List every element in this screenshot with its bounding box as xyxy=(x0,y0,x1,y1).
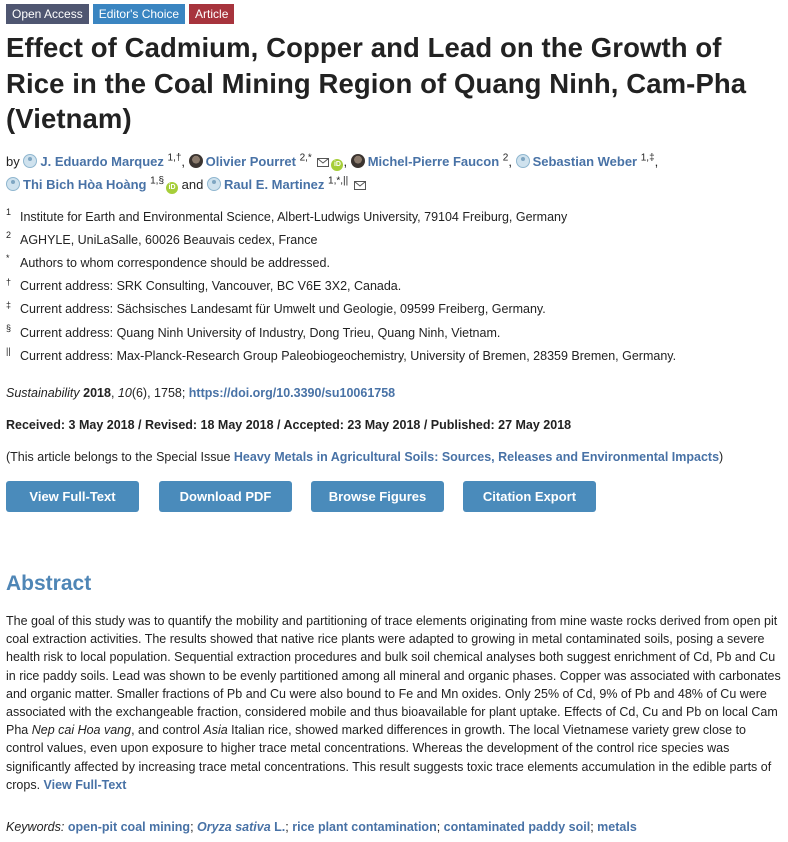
keywords: Keywords: open-pit coal mining; Oryza sa… xyxy=(6,820,637,834)
affiliation-mark: * xyxy=(6,253,10,264)
affiliation-mark: 2 xyxy=(6,230,12,241)
citation-year: 2018 xyxy=(83,386,111,400)
author-sup: 1,§ xyxy=(150,175,165,187)
keyword-link[interactable]: metals xyxy=(597,820,637,834)
author-avatar-icon xyxy=(515,154,530,168)
author-hoang[interactable]: Thi Bich Hòa Hoàng xyxy=(23,177,147,192)
browse-figures-button[interactable]: Browse Figures xyxy=(311,481,444,512)
abstract-heading: Abstract xyxy=(6,572,92,595)
affiliation-mark: † xyxy=(6,276,12,287)
keyword-link[interactable]: contaminated paddy soil xyxy=(443,820,591,834)
abstract-italic: Asia xyxy=(203,723,228,738)
keyword-link[interactable]: Oryza sativa L. xyxy=(197,820,285,834)
special-issue-suffix: ) xyxy=(719,450,724,464)
email-icon[interactable] xyxy=(317,158,330,167)
affiliation-item: || Current address: Max-Planck-Research G… xyxy=(6,344,782,367)
author-weber[interactable]: Sebastian Weber xyxy=(532,154,638,169)
keywords-label: Keywords: xyxy=(6,820,65,834)
journal-name: Sustainability xyxy=(6,386,80,400)
open-access-badge[interactable]: Open Access xyxy=(6,4,89,24)
author-list: by J. Eduardo Marquez 1,†, Olivier Pourr… xyxy=(6,152,659,194)
affiliation-text: Current address: SRK Consulting, Vancouv… xyxy=(20,279,402,294)
abstract-italic: Nep cai Hoa vang xyxy=(31,723,132,738)
doi-link[interactable]: https://doi.org/10.3390/su10061758 xyxy=(188,386,396,400)
email-icon[interactable] xyxy=(353,181,366,190)
affiliation-text: Current address: Max-Planck-Research Gro… xyxy=(20,348,677,363)
author-pourret[interactable]: Olivier Pourret xyxy=(205,154,296,169)
author-sup: 2 xyxy=(502,152,509,164)
affiliation-mark: § xyxy=(6,322,12,333)
abstract-part: Italian rice, showed marked differences … xyxy=(6,723,772,792)
affiliation-text: Authors to whom correspondence should be… xyxy=(20,255,330,270)
keyword-link[interactable]: rice plant contamination xyxy=(292,820,437,834)
affiliation-mark: ‡ xyxy=(6,299,12,310)
citation-volume: 10 xyxy=(117,386,132,400)
special-issue-note: (This article belongs to the Special Iss… xyxy=(6,450,786,464)
author-marquez[interactable]: J. Eduardo Marquez xyxy=(40,154,164,169)
author-sup: 1,*,|| xyxy=(328,175,349,187)
affiliation-item: † Current address: SRK Consulting, Vancou… xyxy=(6,275,782,298)
affiliation-item: ‡ Current address: Sächsisches Landesamt … xyxy=(6,298,782,321)
download-pdf-button[interactable]: Download PDF xyxy=(159,481,292,512)
abstract-part: The goal of this study was to quantify t… xyxy=(6,614,781,738)
abstract-view-full-text-link[interactable]: View Full-Text xyxy=(43,777,127,792)
orcid-icon[interactable]: iD xyxy=(331,159,344,171)
author-avatar-icon xyxy=(206,177,221,191)
by-label: by xyxy=(6,154,20,169)
author-faucon[interactable]: Michel-Pierre Faucon xyxy=(367,154,500,169)
citation-issue-pages: (6), 1758; xyxy=(131,386,189,400)
keyword-italic: Oryza sativa xyxy=(197,820,271,834)
affiliations: 1 Institute for Earth and Environmental S… xyxy=(6,205,782,367)
abstract-part: , and control xyxy=(131,723,204,738)
author-sup: 1,‡ xyxy=(640,152,655,164)
special-issue-prefix: (This article belongs to the Special Iss… xyxy=(6,450,234,464)
author-photo-icon xyxy=(188,154,203,168)
author-sup: 2,* xyxy=(299,152,312,164)
publication-dates: Received: 3 May 2018 / Revised: 18 May 2… xyxy=(6,418,572,432)
author-sup: 1,† xyxy=(167,152,182,164)
keyword-suffix: L. xyxy=(274,820,286,834)
citation: Sustainability 2018, 10(6), 1758; https:… xyxy=(6,386,396,400)
editors-choice-badge[interactable]: Editor's Choice xyxy=(92,4,186,24)
abstract-text: The goal of this study was to quantify t… xyxy=(6,612,782,794)
affiliation-item: § Current address: Quang Ninh University … xyxy=(6,321,782,344)
affiliation-mark: 1 xyxy=(6,207,12,217)
author-photo-icon xyxy=(350,154,365,168)
author-avatar-icon xyxy=(23,154,38,168)
affiliation-mark: || xyxy=(6,346,11,357)
affiliation-text: Current address: Quang Ninh University o… xyxy=(20,325,501,340)
affiliation-text: Current address: Sächsisches Landesamt f… xyxy=(20,302,546,317)
affiliation-text: Institute for Earth and Environmental Sc… xyxy=(20,209,568,224)
citation-export-button[interactable]: Citation Export xyxy=(463,481,596,512)
orcid-icon[interactable]: iD xyxy=(166,182,179,194)
badges: Open Access Editor's Choice Article xyxy=(6,4,235,24)
article-type-badge[interactable]: Article xyxy=(189,4,235,24)
affiliation-item: * Authors to whom correspondence should b… xyxy=(6,251,782,274)
affiliation-item: 1 Institute for Earth and Environmental S… xyxy=(6,205,782,228)
author-avatar-icon xyxy=(6,177,20,191)
article-title: Effect of Cadmium, Copper and Lead on th… xyxy=(6,32,747,134)
author-martinez[interactable]: Raul E. Martinez xyxy=(223,177,325,192)
and-label: and xyxy=(181,177,204,192)
affiliation-text: AGHYLE, UniLaSalle, 60026 Beauvais cedex… xyxy=(20,232,318,247)
view-full-text-button[interactable]: View Full-Text xyxy=(6,481,139,512)
affiliation-item: 2 AGHYLE, UniLaSalle, 60026 Beauvais cede… xyxy=(6,228,782,251)
keyword-link[interactable]: open-pit coal mining xyxy=(67,820,191,834)
special-issue-link[interactable]: Heavy Metals in Agricultural Soils: Sour… xyxy=(233,450,720,464)
